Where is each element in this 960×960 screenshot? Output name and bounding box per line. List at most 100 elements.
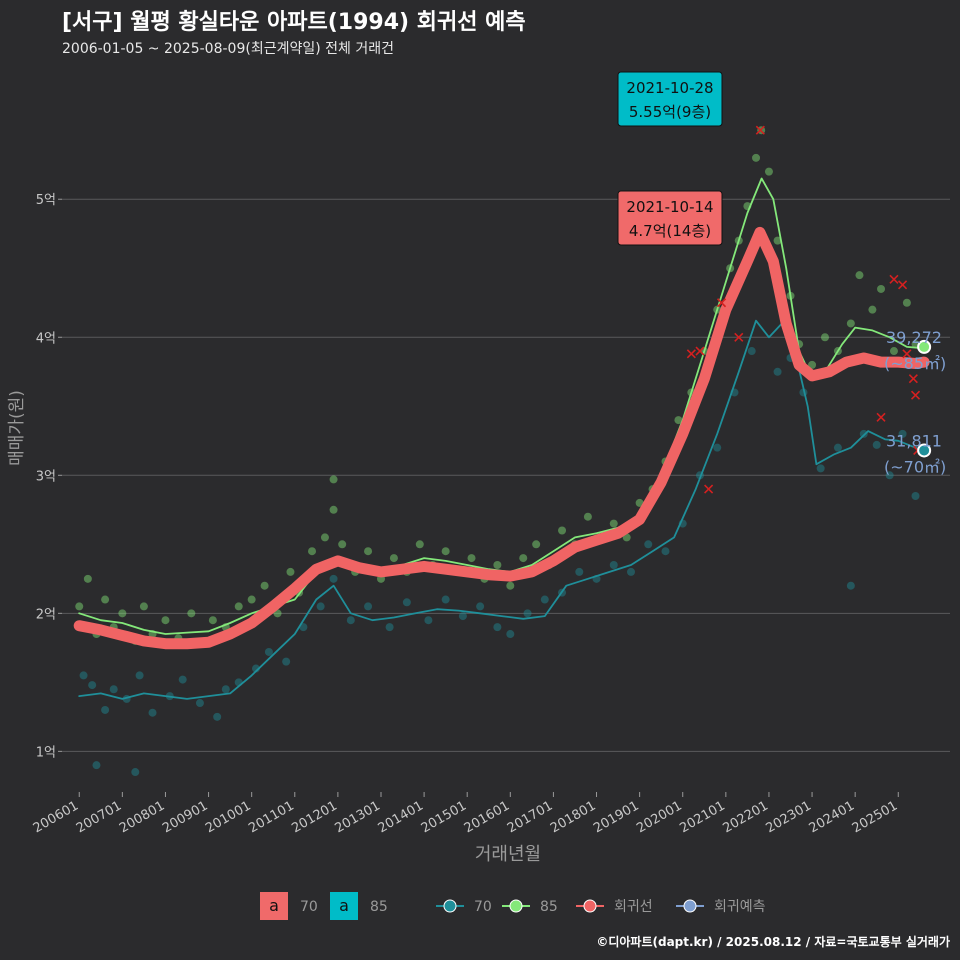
endpoint-70 [917, 443, 932, 458]
x-tick-label: 200601 [31, 798, 81, 836]
regression-marker [704, 484, 714, 494]
point-70 [540, 595, 549, 604]
point-70 [195, 699, 204, 708]
regression-marker [898, 280, 908, 290]
regression-marker [889, 274, 899, 284]
point-70 [316, 602, 325, 611]
chart-subtitle: 2006-01-05 ~ 2025-08-09(최근계약일) 전체 거래건 [62, 41, 394, 57]
point-70 [424, 616, 433, 625]
annotation-box [617, 71, 723, 127]
point-85 [820, 333, 829, 342]
point-70 [79, 671, 88, 680]
point-85 [467, 554, 476, 563]
point-85 [139, 602, 148, 611]
point-70 [299, 623, 308, 632]
legend-key-box [330, 892, 358, 920]
point-85 [773, 236, 782, 245]
point-85 [902, 298, 911, 307]
point-85 [493, 561, 502, 570]
point-70 [88, 681, 97, 690]
point-85 [855, 271, 864, 280]
point-85 [329, 505, 338, 514]
point-85 [101, 595, 110, 604]
point-85 [808, 360, 817, 369]
endpoint-area: (~85㎡) [884, 354, 946, 373]
x-tick-label: 201301 [333, 798, 383, 836]
point-70 [131, 768, 140, 777]
x-tick-label: 200701 [74, 798, 124, 836]
y-tick-label: 5억 [36, 193, 56, 208]
x-tick-label: 201701 [505, 798, 555, 836]
x-tick-label: 202201 [720, 798, 770, 836]
x-tick-label: 201901 [591, 798, 641, 836]
point-85 [308, 547, 317, 556]
point-70 [221, 685, 230, 694]
endpoint-value: 39,272 [886, 328, 942, 347]
annotation-box [617, 190, 723, 246]
annotation-date: 2021-10-14 [626, 198, 713, 216]
point-70 [441, 595, 450, 604]
series-line-85 [78, 177, 925, 635]
point-70 [609, 561, 618, 570]
point-85 [635, 498, 644, 507]
legend-point-회귀예측 [683, 899, 697, 913]
point-70 [109, 685, 118, 694]
x-tick-label: 201101 [246, 798, 296, 836]
point-70 [101, 705, 110, 714]
series-line-회귀선 [73, 226, 930, 650]
endpoint-labels: 39,272 (~85㎡) 31,811 (~70㎡) [884, 328, 946, 477]
series-line-70 [78, 319, 925, 700]
x-tick-label: 202501 [850, 798, 900, 836]
point-70 [92, 761, 101, 770]
point-70 [898, 429, 907, 438]
point-70 [476, 602, 485, 611]
point-85 [234, 602, 243, 611]
chart-title: [서구] 월평 황실타운 아파트(1994) 회귀선 예측 [62, 10, 526, 35]
point-85 [415, 540, 424, 549]
x-tick-label: 201801 [548, 798, 598, 836]
regression-marker [910, 390, 921, 400]
point-70 [627, 567, 636, 576]
annotation-text: 5.55억(9층) [629, 103, 711, 121]
legend-key-glyph: a [269, 896, 279, 915]
endpoint-85 [917, 339, 932, 354]
legend-line-label: 회귀예측 [714, 899, 766, 915]
annotation-text: 4.7억(14층) [629, 222, 711, 240]
x-tick-label: 201001 [203, 798, 253, 836]
point-70 [833, 443, 842, 452]
point-70 [506, 630, 515, 639]
point-70 [911, 491, 920, 500]
legend-point-회귀선 [583, 899, 597, 913]
regression-marker [876, 412, 886, 422]
point-70 [329, 574, 338, 583]
regression-marker [695, 346, 705, 356]
point-85 [320, 533, 329, 542]
point-85 [389, 554, 398, 563]
y-tick-label: 3억 [36, 469, 56, 484]
regression-marker [902, 349, 912, 359]
point-70 [644, 540, 653, 549]
point-85 [752, 153, 761, 162]
point-70 [493, 623, 502, 632]
point-85 [83, 574, 92, 583]
point-85 [674, 416, 683, 425]
point-70 [575, 567, 584, 576]
legend-line-label: 70 [474, 899, 492, 915]
point-70 [872, 440, 881, 449]
legend-point-85 [509, 899, 523, 913]
point-70 [264, 647, 273, 656]
y-tick-label: 2억 [36, 607, 56, 622]
x-tick-label: 201501 [419, 798, 469, 836]
legend: a 70 a 85 70 85 회귀선 회귀예측 [260, 892, 766, 920]
point-85 [208, 616, 217, 625]
regression-marker [755, 125, 765, 135]
point-85 [506, 581, 515, 590]
y-axis-ticks: 1억 2억 3억 4억 5억 [36, 193, 62, 760]
point-85 [260, 581, 269, 590]
point-85 [329, 475, 338, 484]
point-85 [889, 347, 898, 356]
point-70 [885, 471, 894, 480]
point-70 [523, 609, 532, 618]
point-85 [558, 526, 567, 535]
point-70 [773, 367, 782, 376]
